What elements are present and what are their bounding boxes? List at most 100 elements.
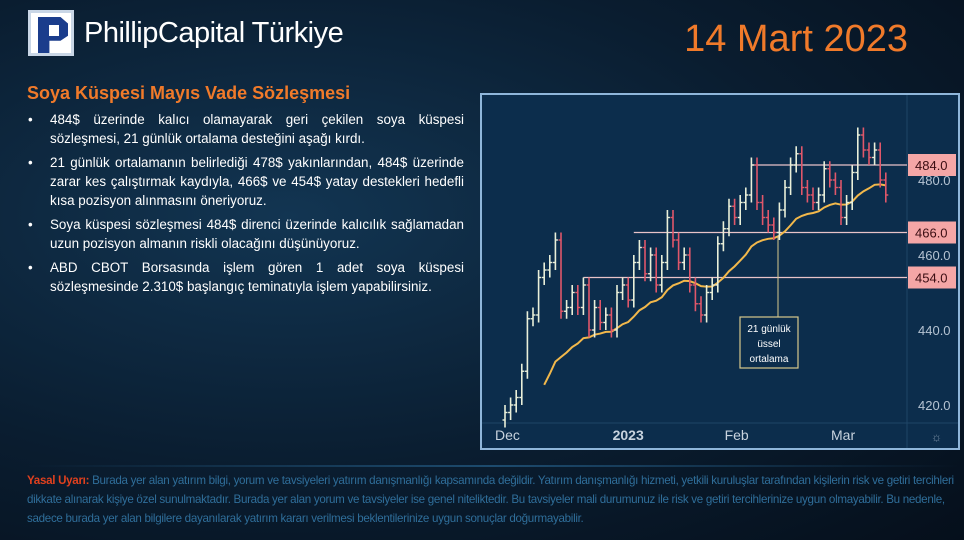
ohlc-bar <box>765 210 771 233</box>
level-label: 454.0 <box>915 271 948 286</box>
ohlc-bar <box>575 285 581 315</box>
ohlc-bar <box>860 127 866 158</box>
level-label-box <box>908 154 956 176</box>
phillipcapital-logo <box>28 10 74 56</box>
ohlc-bar <box>569 285 575 315</box>
ohlc-bar <box>687 247 693 293</box>
ohlc-bar <box>760 195 766 225</box>
ohlc-bar <box>676 232 682 270</box>
ohlc-bar <box>776 202 782 240</box>
y-tick-label: 460.0 <box>918 248 951 263</box>
settings-gear-icon[interactable]: ☼ <box>931 430 942 444</box>
ohlc-bar <box>793 146 799 173</box>
level-label-box <box>908 266 956 289</box>
ohlc-bar <box>592 300 598 338</box>
ohlc-bar <box>558 232 564 319</box>
annotation-text: üssel <box>757 339 780 350</box>
ohlc-bar <box>648 247 654 282</box>
disclaimer-label: Yasal Uyarı: <box>27 474 90 487</box>
price-chart: 420.0 440.0 460.0 480.0 Dec 2023 Feb Mar ☼ 484.0 4… <box>480 93 960 450</box>
ohlc-bar <box>872 142 878 165</box>
bullet-item: Soya küspesi sözleşmesi 484$ direnci üze… <box>28 215 464 253</box>
ohlc-bar <box>586 277 592 338</box>
ohlc-bar <box>737 195 743 225</box>
chart-background <box>482 95 958 448</box>
ohlc-bar <box>832 172 838 195</box>
annotation-text: 21 günlük <box>747 324 791 335</box>
y-tick-label: 440.0 <box>918 323 951 338</box>
ohlc-bar <box>502 405 508 428</box>
chart-svg: 420.0 440.0 460.0 480.0 Dec 2023 Feb Mar ☼ 484.0 4… <box>482 95 958 448</box>
ohlc-bar <box>771 217 777 240</box>
ohlc-bar <box>681 247 687 270</box>
ohlc-bar <box>748 157 754 203</box>
bullet-item: 21 günlük ortalamanın belirlediği 478$ y… <box>28 153 464 210</box>
ohlc-bar <box>816 187 822 210</box>
x-tick-label: Feb <box>725 427 749 443</box>
annotation-text: ortalama <box>750 354 789 365</box>
ohlc-bar <box>659 255 665 293</box>
ema-21-line <box>543 183 886 386</box>
ohlc-bar <box>866 142 872 165</box>
annotation-box <box>739 316 799 369</box>
ohlc-bar <box>608 307 614 338</box>
bullet-item: ABD CBOT Borsasında işlem gören 1 adet s… <box>28 258 464 296</box>
ohlc-bar <box>827 161 833 188</box>
ohlc-bar <box>536 270 542 323</box>
x-tick-label: 2023 <box>613 427 644 443</box>
bullet-list: 484$ üzerinde kalıcı olamayarak geri çek… <box>28 110 464 301</box>
ohlc-bar <box>664 210 670 270</box>
ohlc-bar <box>709 277 715 300</box>
ohlc-bar <box>620 277 626 300</box>
ohlc-bar <box>530 307 536 327</box>
ohlc-bar <box>670 210 676 248</box>
ohlc-bar <box>508 397 514 420</box>
disclaimer-text: Burada yer alan yatırım bilgi, yorum ve … <box>27 474 954 525</box>
legal-disclaimer: Yasal Uyarı: Burada yer alan yatırım bil… <box>27 471 957 528</box>
level-label-box <box>908 221 956 244</box>
ohlc-bar <box>692 277 698 312</box>
x-tick-label: Dec <box>495 427 520 443</box>
x-tick-label: Mar <box>831 427 855 443</box>
ohlc-bar <box>631 255 637 308</box>
brand-name: PhillipCapital Türkiye <box>84 17 344 49</box>
ohlc-bar <box>541 262 547 285</box>
ohlc-bar <box>732 198 738 225</box>
ohlc-bar <box>877 142 883 188</box>
ohlc-bar <box>614 285 620 338</box>
y-tick-label: 480.0 <box>918 173 951 188</box>
ohlc-bar <box>704 285 710 323</box>
ohlc-bar <box>720 221 726 252</box>
ohlc-bar <box>642 240 648 282</box>
ohlc-bar <box>597 300 603 330</box>
ohlc-bar <box>524 311 530 379</box>
ohlc-bar <box>810 187 816 210</box>
bullet-item: 484$ üzerinde kalıcı olamayarak geri çek… <box>28 110 464 148</box>
article-title: Soya Küspesi Mayıs Vade Sözleşmesi <box>27 83 351 103</box>
ohlc-bar <box>788 157 794 195</box>
ohlc-bar <box>804 180 810 203</box>
ohlc-bar <box>580 277 586 315</box>
ohlc-bar <box>519 363 525 405</box>
ohlc-bar <box>513 390 519 413</box>
ohlc-bar <box>715 236 721 293</box>
ohlc-bar <box>603 307 609 330</box>
ohlc-bar <box>883 172 889 203</box>
ohlc-bar <box>564 300 570 319</box>
divider <box>28 465 958 467</box>
level-label: 466.0 <box>915 226 948 241</box>
ohlc-bar <box>849 165 855 210</box>
ohlc-bar <box>625 277 631 308</box>
y-tick-label: 420.0 <box>918 398 951 413</box>
ohlc-bar <box>799 146 805 195</box>
ohlc-bar <box>547 255 553 278</box>
level-label: 484.0 <box>915 158 948 173</box>
ohlc-bar <box>726 198 732 237</box>
ohlc-bar <box>552 232 558 270</box>
ohlc-bar <box>754 157 760 210</box>
ohlc-bar <box>844 195 850 225</box>
ohlc-bar <box>636 240 642 270</box>
ohlc-bar <box>821 161 827 203</box>
ohlc-bar <box>698 296 704 323</box>
ohlc-bar <box>653 247 659 293</box>
